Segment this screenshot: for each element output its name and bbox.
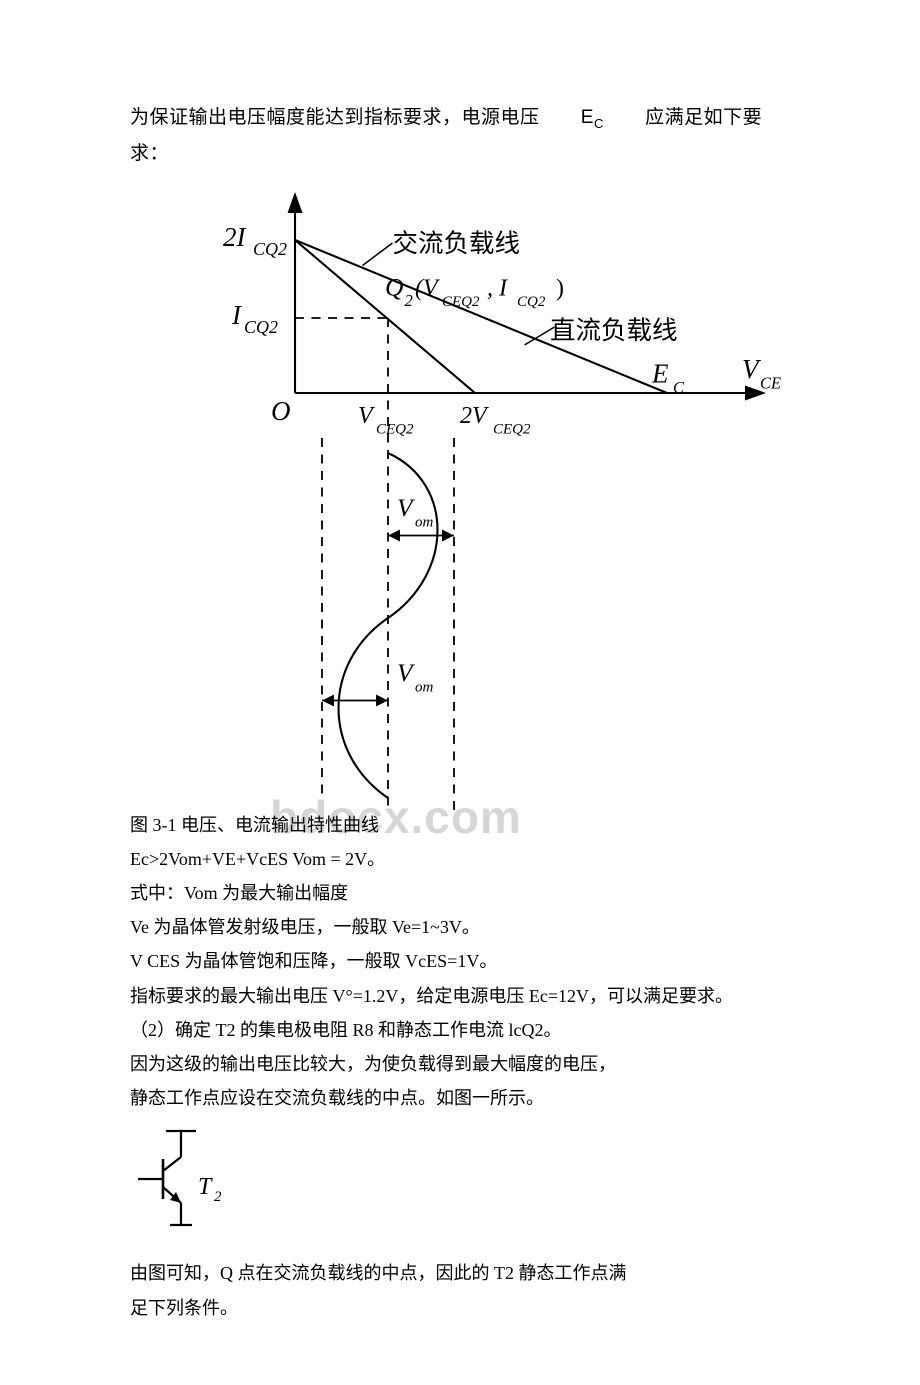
svg-text:CE: CE: [760, 373, 781, 392]
eq-line-5: 指标要求的最大输出电压 V°=1.2V，给定电源电压 Ec=12V，可以满足要求…: [130, 979, 790, 1013]
transistor-label-t: T: [198, 1174, 213, 1200]
eq-line-4: V CES 为晶体管饱和压降，一般取 VcES=1V。: [130, 944, 790, 978]
eq-line-6: （2）确定 T2 的集电极电阻 R8 和静态工作电流 lcQ2。: [130, 1013, 790, 1047]
conclusion-line-2: 足下列条件。: [130, 1291, 790, 1325]
svg-text:CQ2: CQ2: [244, 317, 278, 337]
conclusion-line-1: 由图可知，Q 点在交流负载线的中点，因此的 T2 静态工作点满: [130, 1256, 790, 1290]
characteristic-curve-svg: 2I CQ2 I CQ2 交流负载线 Q 2 (V CEQ2 , I CQ2 )…: [130, 183, 790, 828]
eq-line-3: Ve 为晶体管发射级电压，一般取 Ve=1~3V。: [130, 910, 790, 944]
svg-text:om: om: [415, 514, 434, 530]
svg-text:CEQ2: CEQ2: [493, 421, 531, 437]
intro-prefix: 为保证输出电压幅度能达到指标要求，电源电压: [130, 107, 540, 128]
svg-text:2I: 2I: [223, 222, 248, 252]
svg-text:2V: 2V: [460, 403, 489, 429]
svg-text:I: I: [231, 300, 243, 330]
eq-line-2: 式中：Vom 为最大输出幅度: [130, 876, 790, 910]
svg-text:V: V: [742, 354, 762, 384]
svg-text:om: om: [415, 679, 434, 695]
svg-text:E: E: [651, 358, 669, 388]
ec-sub: C: [594, 116, 604, 131]
caption-row: bdocx.com 图 3-1 电压、电流输出特性曲线: [130, 808, 790, 842]
eq-line-7: 因为这级的输出电压比较大，为使负载得到最大幅度的电压，: [130, 1047, 790, 1081]
svg-text:V: V: [397, 658, 416, 687]
svg-text:CQ2: CQ2: [517, 294, 546, 310]
svg-text:CQ2: CQ2: [253, 239, 287, 259]
svg-text:V: V: [397, 493, 416, 522]
figure-3-1: 2I CQ2 I CQ2 交流负载线 Q 2 (V CEQ2 , I CQ2 )…: [130, 183, 790, 828]
variable-ec: EC: [581, 100, 604, 136]
document-page: 为保证输出电压幅度能达到指标要求，电源电压 EC 应满足如下要求：: [0, 0, 920, 1385]
ac-load-line-label: 交流负载线: [393, 229, 521, 258]
dc-load-line-label: 直流负载线: [550, 316, 678, 345]
transistor-label-2: 2: [214, 1189, 222, 1205]
transistor-svg: T 2: [130, 1121, 260, 1241]
svg-text:(V: (V: [415, 275, 440, 301]
svg-text:V: V: [358, 403, 375, 429]
svg-text:O: O: [271, 396, 291, 426]
svg-text:Q: Q: [385, 272, 403, 301]
figure-caption: 图 3-1 电压、电流输出特性曲线: [130, 808, 790, 842]
svg-text:, I: , I: [487, 275, 508, 301]
intro-sentence: 为保证输出电压幅度能达到指标要求，电源电压 EC 应满足如下要求：: [130, 100, 790, 173]
svg-text:CEQ2: CEQ2: [442, 294, 480, 310]
eq-line-8: 静态工作点应设在交流负载线的中点。如图一所示。: [130, 1081, 790, 1115]
transistor-symbol: T 2: [130, 1121, 790, 1254]
svg-text:2: 2: [405, 291, 413, 310]
svg-text:CEQ2: CEQ2: [376, 421, 414, 437]
eq-line-1: Ec>2Vom+VE+VcES Vom = 2V。: [130, 842, 790, 876]
ec-letter: E: [581, 107, 594, 128]
svg-text:C: C: [673, 378, 685, 397]
svg-text:): ): [556, 275, 564, 301]
